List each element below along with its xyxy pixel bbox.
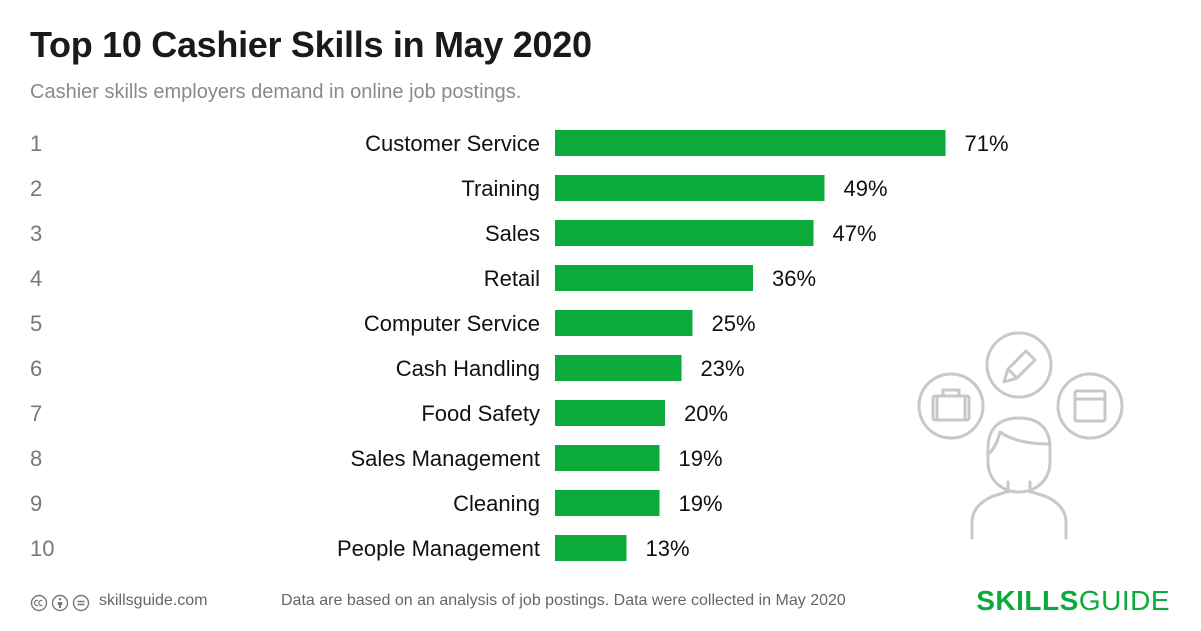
rank-label: 2: [30, 176, 42, 201]
creative-commons-icon: [30, 594, 48, 612]
value-label: 19%: [679, 446, 723, 471]
bar: [555, 130, 946, 156]
bar: [555, 310, 693, 336]
value-label: 25%: [712, 311, 756, 336]
category-label: Sales Management: [350, 446, 540, 471]
bar: [555, 265, 753, 291]
value-label: 13%: [646, 536, 690, 561]
browser-window-icon: [1056, 372, 1124, 440]
rank-label: 5: [30, 311, 42, 336]
value-label: 49%: [844, 176, 888, 201]
category-label: Sales: [485, 221, 540, 246]
rank-label: 7: [30, 401, 42, 426]
bar: [555, 400, 665, 426]
rank-label: 10: [30, 536, 54, 561]
value-label: 23%: [701, 356, 745, 381]
category-label: Retail: [484, 266, 540, 291]
bar: [555, 490, 660, 516]
pencil-icon: [985, 331, 1053, 399]
illustration: [917, 331, 1124, 540]
briefcase-icon: [917, 372, 985, 440]
no-derivatives-icon: [72, 594, 90, 612]
rank-label: 6: [30, 356, 42, 381]
value-label: 36%: [772, 266, 816, 291]
bar: [555, 535, 627, 561]
person-icon: [970, 416, 1068, 540]
page-title: Top 10 Cashier Skills in May 2020: [30, 24, 592, 65]
category-label: Food Safety: [421, 401, 540, 426]
attribution-icon: [51, 594, 69, 612]
bar: [555, 220, 814, 246]
rank-label: 9: [30, 491, 42, 516]
category-label: Customer Service: [365, 131, 540, 156]
rank-label: 8: [30, 446, 42, 471]
value-label: 47%: [833, 221, 877, 246]
value-label: 71%: [965, 131, 1009, 156]
bar: [555, 175, 825, 201]
category-label: Cleaning: [453, 491, 540, 516]
value-label: 20%: [684, 401, 728, 426]
bar: [555, 355, 682, 381]
brand-logo-bold: SKILLS: [976, 585, 1079, 616]
rank-label: 4: [30, 266, 42, 291]
site-link[interactable]: skillsguide.com: [99, 592, 208, 609]
rank-label: 1: [30, 131, 42, 156]
category-label: Computer Service: [364, 311, 540, 336]
page-subtitle: Cashier skills employers demand in onlin…: [30, 81, 522, 103]
rank-label: 3: [30, 221, 42, 246]
brand-logo-light: GUIDE: [1078, 585, 1170, 616]
category-label: People Management: [337, 536, 540, 561]
brand-logo[interactable]: SKILLSGUIDE: [976, 585, 1170, 617]
license-icons: [30, 594, 92, 617]
bar: [555, 445, 660, 471]
category-label: Cash Handling: [396, 356, 540, 381]
data-note: Data are based on an analysis of job pos…: [281, 592, 846, 609]
category-label: Training: [461, 176, 540, 201]
value-label: 19%: [679, 491, 723, 516]
